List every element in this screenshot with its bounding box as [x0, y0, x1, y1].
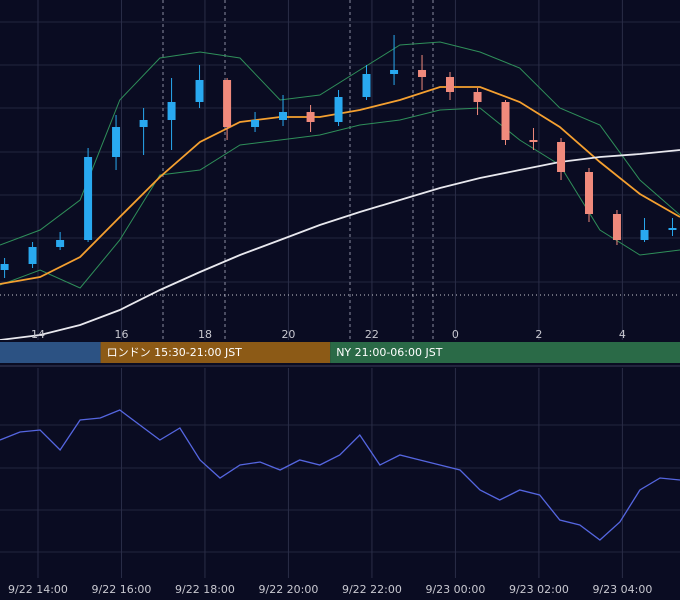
candle-body: [84, 157, 93, 240]
x-tick-label: 20: [281, 328, 295, 341]
candle-body: [334, 97, 343, 122]
candle-body: [640, 230, 649, 240]
candle-body: [112, 127, 121, 157]
indicator-line: [0, 41, 680, 246]
x-tick-label: 9/22 20:00: [258, 583, 318, 596]
x-tick-label: 9/23 00:00: [425, 583, 485, 596]
candle-body: [306, 112, 315, 122]
candle-body: [445, 77, 454, 92]
candle-body: [390, 70, 399, 74]
x-tick-label: 0: [452, 328, 459, 341]
candle-body: [0, 264, 9, 270]
x-tick-label: 9/22 22:00: [342, 583, 402, 596]
x-tick-label: 9/23 02:00: [509, 583, 569, 596]
candle-body: [584, 172, 593, 214]
x-tick-label: 9/23 04:00: [592, 583, 652, 596]
candle-body: [529, 140, 538, 142]
candle-body: [28, 247, 37, 264]
x-tick-label: 9/22 16:00: [92, 583, 152, 596]
candle-body: [139, 120, 148, 127]
candle-body: [473, 92, 482, 102]
x-tick-label: 9/22 14:00: [8, 583, 68, 596]
candle-body: [418, 70, 427, 77]
x-tick-label: 22: [365, 328, 379, 341]
x-tick-label: 2: [535, 328, 542, 341]
session-band: [100, 342, 331, 363]
candle-body: [223, 80, 232, 127]
candle-body: [167, 102, 176, 120]
candle-body: [501, 102, 510, 140]
x-tick-label: 14: [31, 328, 45, 341]
candle-body: [362, 74, 371, 97]
session-label: ロンドン 15:30-21:00 JST: [107, 346, 243, 359]
x-tick-label: 16: [114, 328, 128, 341]
candle-body: [251, 120, 260, 127]
indicator-line: [0, 107, 680, 289]
candle-body: [612, 214, 621, 240]
candle-body: [668, 228, 677, 230]
x-tick-label: 4: [619, 328, 626, 341]
indicator-line: [0, 149, 680, 340]
session-band: [0, 342, 101, 363]
candle-body: [557, 142, 566, 172]
session-band: [330, 342, 680, 363]
candle-body: [279, 112, 288, 120]
session-label: NY 21:00-06:00 JST: [336, 346, 443, 359]
x-tick-label: 18: [198, 328, 212, 341]
plot-area: [0, 368, 680, 578]
indicator-line: [0, 409, 680, 541]
candle-body: [56, 240, 65, 247]
x-tick-label: 9/22 18:00: [175, 583, 235, 596]
event-markers: [162, 0, 434, 340]
candle-body: [195, 80, 204, 102]
plot-area: [0, 0, 680, 340]
